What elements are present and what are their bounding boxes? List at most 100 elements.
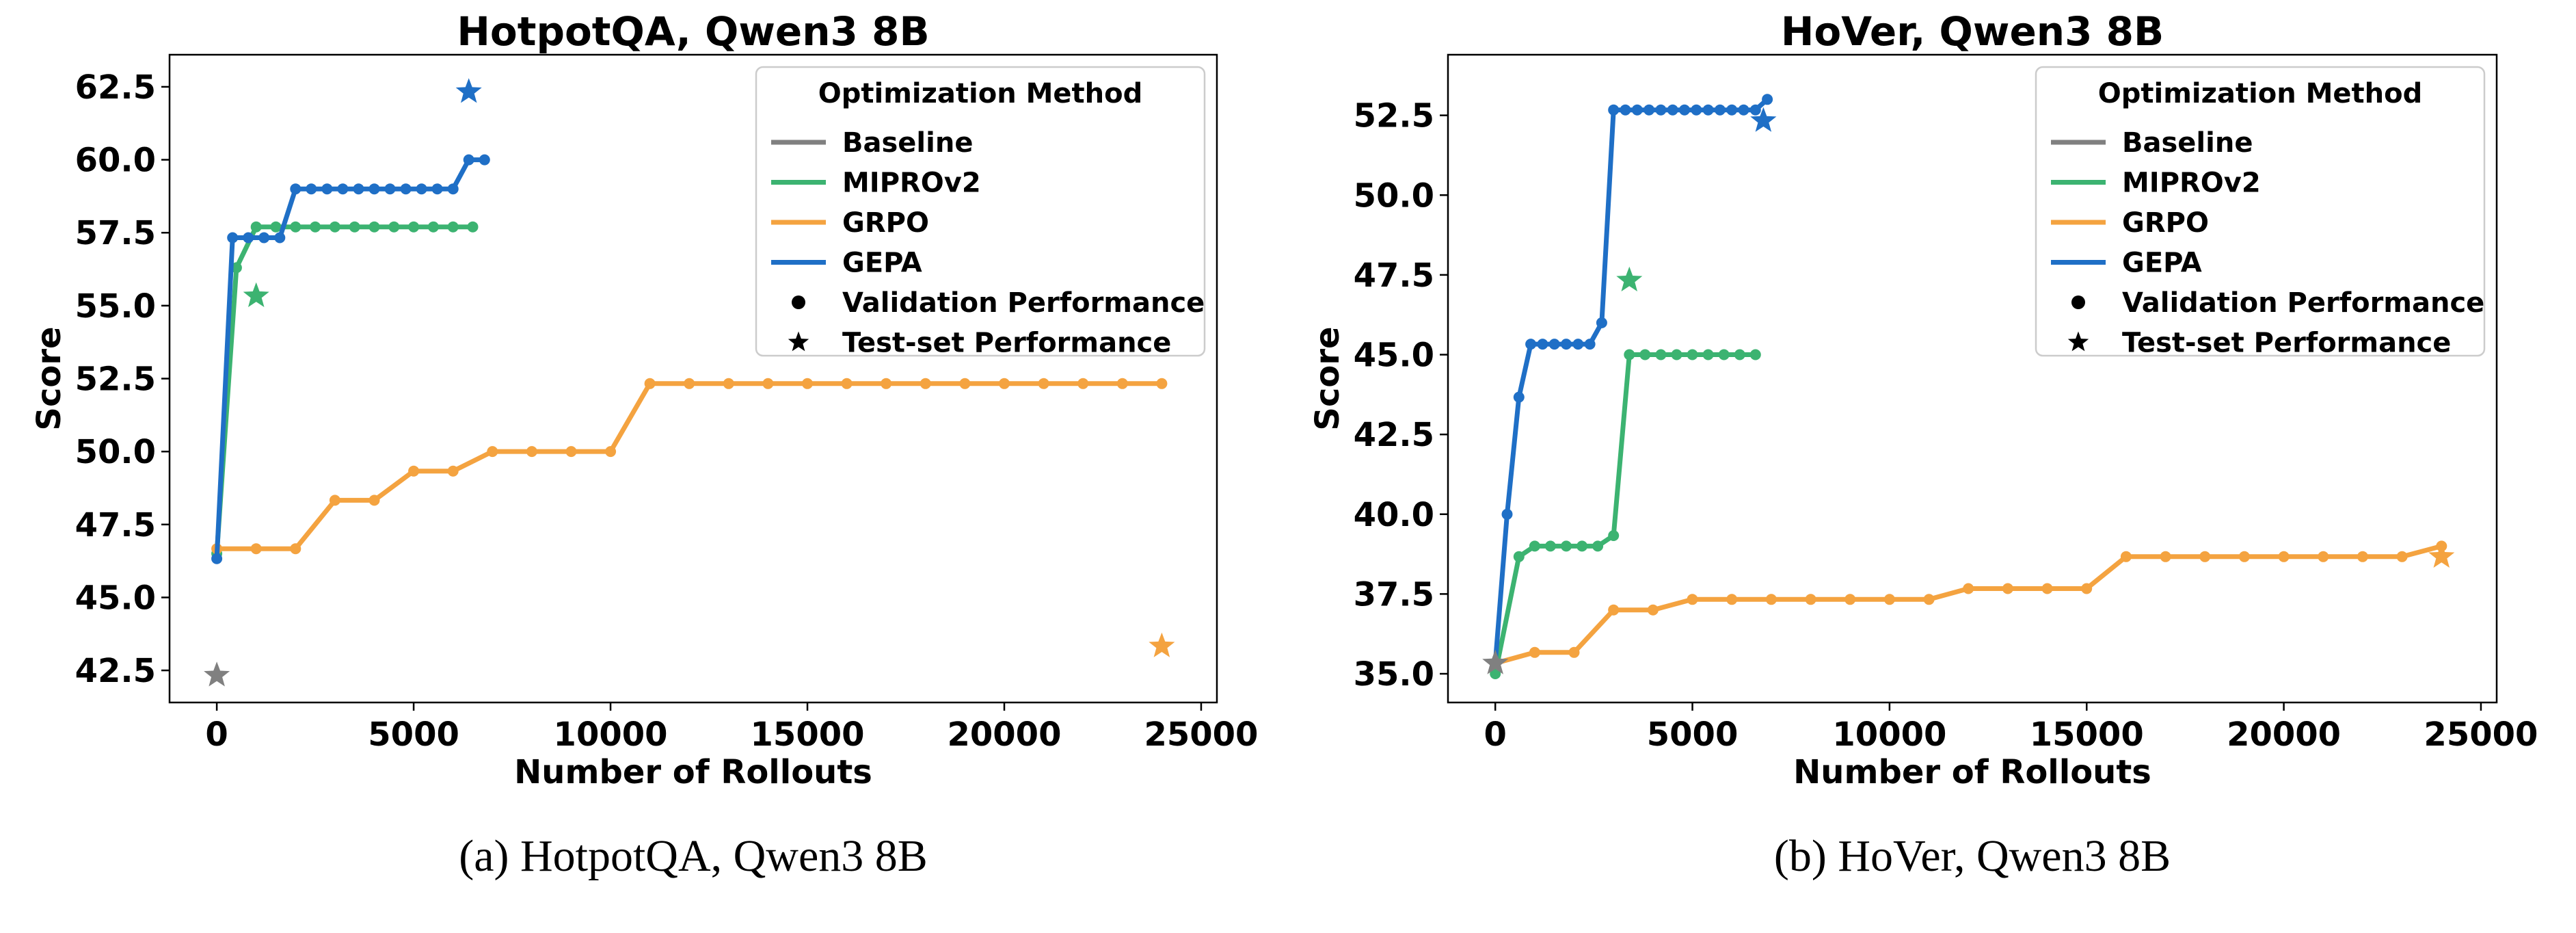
data-point-miprov2 [1702, 349, 1714, 360]
data-point-grpo [408, 465, 420, 477]
x-tick-label: 20000 [947, 715, 1061, 754]
data-point-miprov2 [310, 221, 321, 233]
figure-caption: (a) HotpotQA, Qwen3 8B [459, 831, 928, 881]
data-point-grpo [2318, 551, 2329, 562]
data-point-gepa [1691, 104, 1702, 116]
data-point-grpo [959, 378, 971, 389]
legend-entry-miprov2: MIPROv2 [842, 168, 981, 199]
x-tick-label: 0 [1484, 715, 1507, 754]
data-point-grpo [1647, 604, 1659, 616]
legend-box [2035, 66, 2486, 357]
data-point-gepa [1561, 339, 1572, 350]
data-point-gepa [1525, 339, 1537, 350]
y-tick-label: 47.5 [1354, 257, 1434, 295]
data-point-grpo [1116, 378, 1128, 389]
legend-dot-marker [2071, 295, 2085, 309]
data-point-grpo [1687, 594, 1698, 605]
x-tick-label: 20000 [2227, 715, 2341, 754]
data-point-gepa [1501, 508, 1513, 520]
data-point-miprov2 [1749, 349, 1761, 360]
data-point-grpo [565, 446, 577, 458]
y-tick-label: 57.5 [75, 214, 156, 252]
data-point-gepa [1537, 339, 1548, 350]
data-point-miprov2 [1718, 349, 1730, 360]
y-tick-label: 42.5 [75, 652, 156, 690]
x-tick-label: 25000 [1144, 715, 1258, 754]
series-miprov2 [1490, 349, 1761, 679]
data-point-miprov2 [1544, 540, 1556, 552]
legend-title: Optimization Method [2098, 78, 2423, 109]
y-tick-label: 45.0 [75, 579, 156, 617]
chart-title: HotpotQA, Qwen3 8B [457, 8, 929, 55]
data-point-miprov2 [1639, 349, 1651, 360]
series-gepa [211, 154, 490, 564]
data-point-grpo [1568, 646, 1580, 658]
data-point-gepa [1572, 339, 1584, 350]
data-point-gepa [1749, 104, 1761, 116]
data-point-gepa [384, 183, 396, 195]
data-point-grpo [841, 378, 853, 389]
data-point-gepa [1643, 104, 1655, 116]
data-point-grpo [2357, 551, 2368, 562]
data-point-grpo [329, 495, 340, 506]
y-tick-label: 47.5 [75, 506, 156, 544]
x-tick-label: 5000 [368, 715, 459, 754]
legend-entry-miprov2: MIPROv2 [2122, 168, 2261, 199]
x-tick-label: 10000 [1832, 715, 1946, 754]
series-line-grpo [1494, 544, 2443, 666]
data-point-grpo [368, 495, 380, 506]
data-point-gepa [227, 232, 239, 244]
series-line-miprov2 [1492, 352, 1756, 674]
test-point-grpo [2428, 542, 2455, 568]
y-tick-label: 60.0 [75, 142, 156, 180]
x-tick-label: 10000 [554, 715, 668, 754]
y-tick-label: 42.5 [1354, 416, 1434, 454]
data-point-miprov2 [250, 221, 262, 233]
data-point-gepa [1726, 104, 1738, 116]
legend-entry-grpo: GRPO [842, 207, 929, 239]
data-point-gepa [368, 183, 380, 195]
data-point-gepa [416, 183, 427, 195]
series-gepa [1490, 94, 1773, 669]
data-point-gepa [447, 183, 459, 195]
data-point-miprov2 [349, 221, 360, 233]
data-point-gepa [306, 183, 317, 195]
data-point-grpo [644, 378, 656, 389]
chart-title: HoVer, Qwen3 8B [1781, 8, 2164, 55]
y-tick-label: 45.0 [1354, 337, 1434, 375]
legend-entry-test-set-performance: Test-set Performance [842, 328, 1171, 359]
data-point-miprov2 [1671, 349, 1682, 360]
data-point-grpo [1883, 594, 1895, 605]
test-point-gepa [1750, 107, 1777, 132]
x-tick-label: 5000 [1647, 715, 1739, 754]
data-point-gepa [1596, 317, 1607, 328]
data-point-grpo [2081, 583, 2093, 594]
y-tick-label: 55.0 [75, 287, 156, 326]
legend-entry-grpo: GRPO [2122, 207, 2209, 239]
legend-entry-validation-performance: Validation Performance [2122, 287, 2484, 319]
data-point-grpo [2238, 551, 2250, 562]
data-point-miprov2 [467, 221, 479, 233]
data-point-gepa [400, 183, 412, 195]
data-point-grpo [1805, 594, 1816, 605]
data-point-gepa [463, 154, 474, 166]
data-point-miprov2 [1734, 349, 1745, 360]
test-point-miprov2 [243, 282, 269, 307]
data-point-grpo [1765, 594, 1777, 605]
series-grpo [211, 378, 1168, 555]
data-point-grpo [723, 378, 734, 389]
y-tick-label: 35.0 [1354, 655, 1434, 694]
legend-entry-baseline: Baseline [842, 127, 973, 159]
data-point-grpo [762, 378, 774, 389]
test-point-gepa [455, 78, 482, 103]
legend-entry-gepa: GEPA [2122, 248, 2202, 279]
data-point-grpo [1844, 594, 1856, 605]
test-point-baseline [1482, 649, 1509, 674]
y-tick-label: 50.0 [75, 433, 156, 471]
data-point-grpo [920, 378, 931, 389]
x-tick-label: 15000 [751, 715, 865, 754]
legend-star-marker [788, 331, 809, 352]
x-axis-label: Number of Rollouts [1793, 753, 2151, 791]
series-line-gepa [1492, 97, 1769, 663]
data-point-grpo [2041, 583, 2053, 594]
